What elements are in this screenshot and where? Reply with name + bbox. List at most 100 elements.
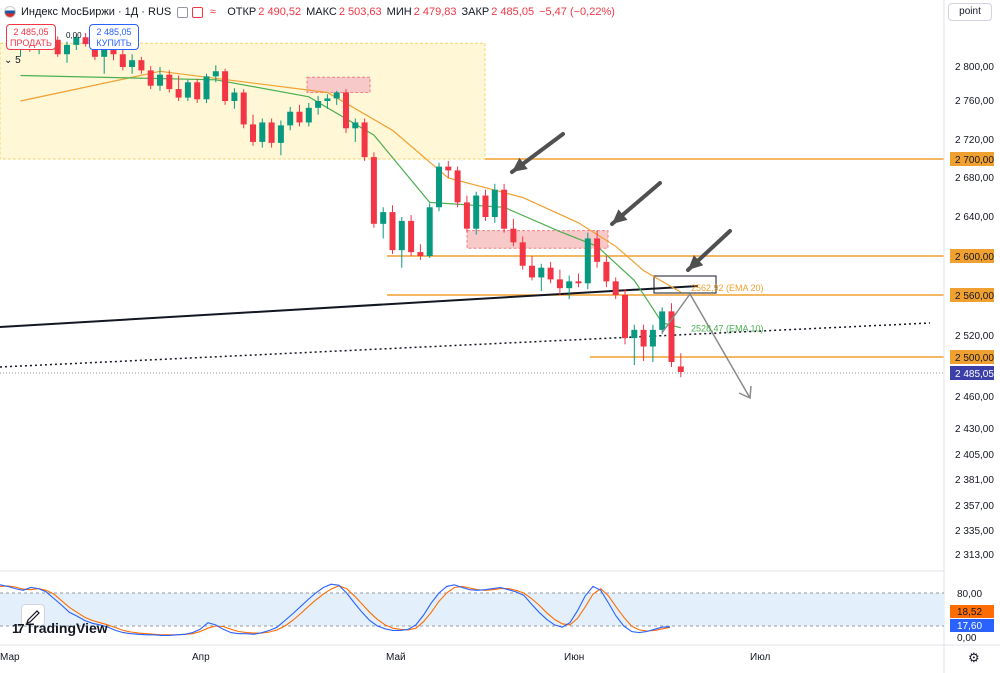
price-tick-label: 2 520,00: [955, 331, 994, 342]
stoch-d-value: 18,52: [957, 607, 982, 618]
candle-body: [54, 39, 61, 55]
candle-body: [222, 71, 229, 101]
stoch-d-tag: [950, 605, 994, 618]
close-value: 2 485,05: [491, 6, 535, 18]
level-price-label: 2 560,00: [955, 291, 994, 302]
level-price-tag: [950, 152, 994, 166]
indicators-collapse-button[interactable]: ⌄ 5: [4, 55, 21, 66]
level-price-tag: [950, 249, 994, 263]
stoch-k-value: 17,60: [957, 621, 982, 632]
price-tick-label: 2 405,00: [955, 450, 994, 461]
time-tick-label: Мар: [0, 652, 20, 663]
candle-body: [175, 89, 182, 98]
candle-body: [287, 111, 294, 126]
candle-body: [231, 92, 238, 101]
candle-body: [324, 98, 331, 101]
spread-value: 0,00: [66, 31, 82, 40]
chevron-down-icon: ⌄: [4, 55, 13, 66]
candle-body: [398, 220, 405, 251]
stoch-band: [0, 593, 944, 626]
candle-body: [482, 195, 489, 217]
russia-flag-icon: [4, 6, 16, 18]
symbol-title[interactable]: Индекс МосБиржи · 1Д · RUS: [21, 6, 172, 18]
candle-body: [426, 207, 433, 256]
candle-body: [305, 107, 312, 123]
time-tick-label: Апр: [192, 652, 210, 663]
candle-body: [519, 242, 526, 266]
scale-mode-button[interactable]: point: [948, 3, 992, 21]
candle-body: [501, 189, 508, 229]
candle-body: [333, 92, 340, 99]
price-tick-label: 2 800,00: [955, 62, 994, 73]
level-price-tag: [950, 350, 994, 364]
candle-body: [566, 281, 573, 289]
price-tick-label: 2 640,00: [955, 212, 994, 223]
candle-body: [417, 252, 424, 256]
candle-body: [510, 228, 517, 243]
eye-icon[interactable]: [177, 6, 189, 18]
stoch-d-line: [0, 585, 671, 636]
symbol-legend[interactable]: Индекс МосБиржи · 1Д · RUS ≈ ОТКР 2 490,5…: [4, 4, 615, 20]
draw-pencil-button[interactable]: [21, 604, 45, 626]
last-price-label: 2 485,05: [955, 369, 994, 380]
price-tick-label: 2 760,00: [955, 96, 994, 107]
ema20-label: 2562,92 (EMA 20): [691, 283, 764, 293]
candle-body: [147, 70, 154, 86]
level-price-label: 2 600,00: [955, 252, 994, 263]
candle-body: [622, 295, 628, 339]
stoch-k-tag: [950, 619, 994, 632]
trend-line-dotted: [0, 322, 931, 368]
sell-price: 2 485,05: [13, 27, 49, 37]
candle-body: [157, 74, 163, 86]
last-price-tag: [950, 366, 994, 380]
open-label: ОТКР: [227, 6, 257, 18]
pointer-arrow-2-head: [612, 209, 628, 224]
candle-body: [361, 122, 368, 158]
candle-body: [268, 122, 275, 143]
buy-button[interactable]: 2 485,05 КУПИТЬ: [89, 24, 139, 50]
price-tick-label: 2 313,00: [955, 550, 994, 561]
candle-body: [677, 366, 684, 372]
pointer-arrow-3-head: [688, 255, 704, 270]
candle-body: [129, 60, 136, 67]
target-box: [653, 275, 717, 294]
candle-body: [91, 44, 98, 57]
settings-gear-icon[interactable]: ⚙: [968, 650, 980, 665]
candle-body: [668, 311, 675, 362]
trend-line-solid: [0, 285, 699, 328]
candle-body: [556, 279, 563, 289]
candle-body: [649, 329, 656, 347]
open-value: 2 490,52: [258, 6, 302, 18]
close-label: ЗАКР: [461, 6, 490, 18]
tradingview-logo: 17 TradingView: [12, 620, 108, 636]
candle-body: [594, 238, 601, 262]
candle-body: [277, 125, 284, 143]
candle-body: [119, 54, 126, 67]
candle-body: [445, 166, 452, 171]
time-tick-label: Июн: [564, 652, 584, 663]
stoch-level-label: 0,00: [957, 633, 977, 644]
stoch-k-line: [0, 583, 671, 636]
pointer-arrow-1-head: [512, 157, 528, 172]
change-value: −5,47 (−0,22%): [539, 6, 615, 18]
candle-body: [296, 111, 303, 123]
time-tick-label: Июл: [750, 652, 770, 663]
candle-body: [212, 71, 219, 77]
candle-body: [184, 82, 191, 98]
candle-body: [259, 122, 266, 142]
tv-logo-text: TradingView: [25, 620, 108, 636]
candle-body: [250, 124, 256, 142]
price-tick-label: 2 680,00: [955, 173, 994, 184]
flag-icon[interactable]: [192, 6, 204, 18]
wave-icon[interactable]: ≈: [209, 5, 216, 18]
high-label: МАКС: [306, 6, 337, 18]
candle-body: [547, 267, 554, 280]
price-tick-label: 2 381,00: [955, 475, 994, 486]
resistance-box-top: [306, 76, 371, 93]
level-price-tag: [950, 288, 994, 302]
sell-button[interactable]: 2 485,05 ПРОДАТЬ: [6, 24, 56, 50]
candle-body: [380, 212, 387, 224]
candle-body: [529, 265, 535, 278]
